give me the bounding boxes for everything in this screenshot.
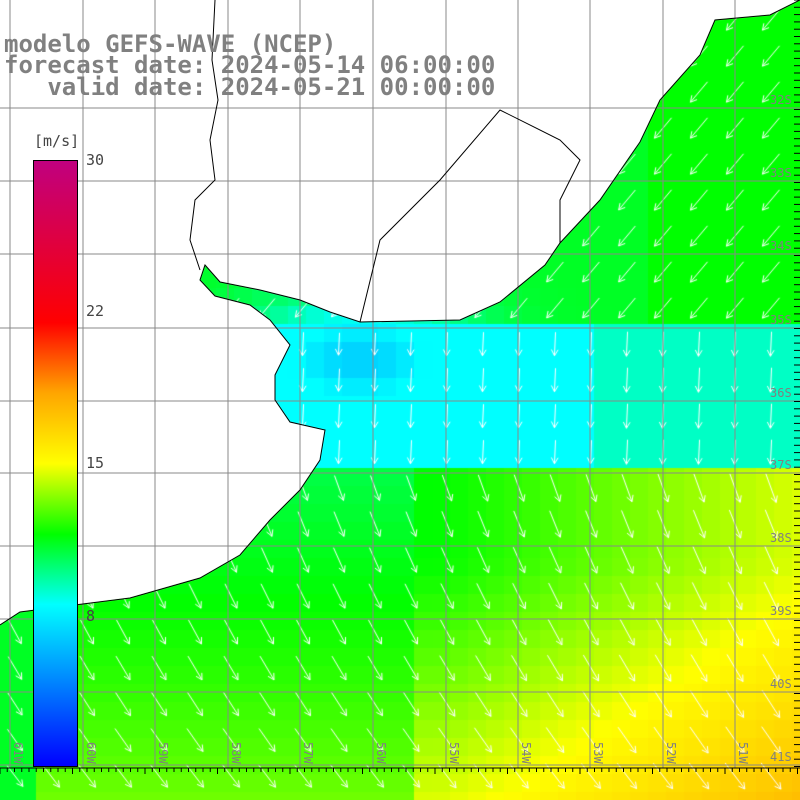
longitude-label: 56W	[374, 742, 388, 764]
longitude-label: 55W	[447, 742, 461, 764]
latitude-label: 37S	[770, 458, 792, 472]
border-line	[359, 109, 581, 323]
latitude-label: 38S	[770, 531, 792, 545]
latitude-label: 34S	[770, 239, 792, 253]
longitude-label: 57W	[301, 742, 315, 764]
border-line	[189, 0, 219, 271]
model-title: modelo GEFS-WAVE (NCEP)	[4, 30, 337, 58]
latitude-label: 36S	[770, 386, 792, 400]
longitude-label: 59W	[156, 742, 170, 764]
valid-date: valid date: 2024-05-21 00:00:00	[4, 73, 496, 101]
latitude-label: 33S	[770, 166, 792, 180]
coastline	[0, 0, 800, 626]
latitude-label: 35S	[770, 313, 792, 327]
longitude-label: 52W	[664, 742, 678, 764]
longitude-label: 53W	[591, 742, 605, 764]
colorbar-tick: 15	[86, 454, 105, 472]
longitude-label: 58W	[229, 742, 243, 764]
colorbar-unit: [m/s]	[34, 132, 80, 150]
latitude-label: 39S	[770, 604, 792, 618]
colorbar-tick: 22	[86, 302, 105, 320]
colorbar-tick: 30	[86, 151, 105, 169]
longitude-label: 54W	[519, 742, 533, 764]
latitude-label: 32S	[770, 93, 792, 107]
longitude-label: 61W	[11, 742, 25, 764]
forecast-date: forecast date: 2024-05-14 06:00:00	[4, 51, 496, 79]
latitude-label: 40S	[770, 677, 792, 691]
longitude-label: 60W	[84, 742, 98, 764]
latitude-label: 41S	[770, 750, 792, 764]
longitude-label: 51W	[736, 742, 750, 764]
colorbar-tick: 8	[86, 607, 96, 625]
colorbar	[33, 160, 78, 767]
